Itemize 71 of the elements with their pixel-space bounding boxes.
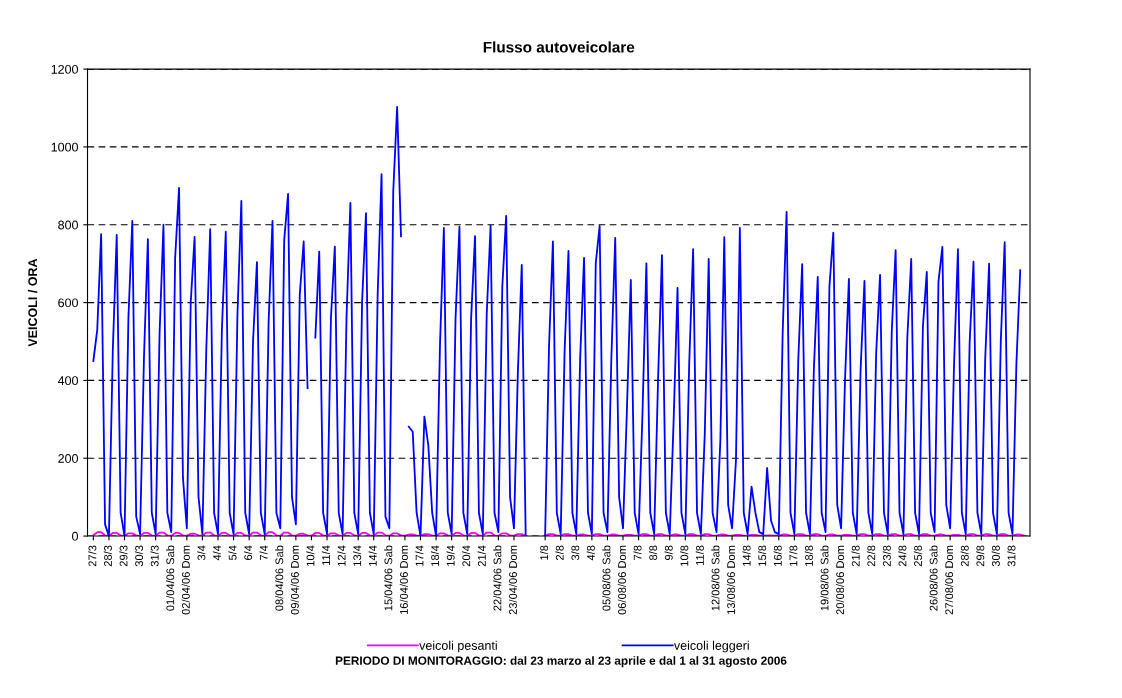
x-tick-label: 29/3 [119, 545, 128, 567]
x-tick-label: 17/8 [789, 545, 798, 566]
x-tick-label: 29/8 [976, 545, 985, 567]
x-tick-label: 9/8 [664, 545, 673, 561]
y-tick-label: 1000 [51, 142, 78, 152]
x-tick-label: 16/8 [773, 545, 782, 566]
y-axis-title: VEICOLI / ORA [27, 258, 38, 347]
x-tick-label: 20/08/06 Dom [835, 545, 845, 615]
x-tick-label: 17/4 [415, 545, 424, 566]
x-tick-label: 14/8 [742, 545, 751, 566]
x-tick-label: 10/4 [306, 545, 315, 566]
x-tick-label: 22/8 [867, 545, 876, 567]
x-tick-label: 5/4 [228, 545, 237, 561]
x-tick-label: 25/8 [913, 545, 922, 567]
y-tick-label: 200 [58, 454, 78, 463]
x-tick-label: 3/4 [197, 545, 206, 561]
x-tick-label: 31/3 [150, 545, 159, 567]
x-tick-label: 21/8 [851, 545, 860, 567]
x-tick-label: 05/08/06 Sab [602, 545, 611, 611]
x-tick-label: 21/4 [477, 545, 486, 567]
y-tick-label: 800 [58, 220, 78, 230]
x-tick-label: 1/8 [539, 545, 549, 560]
x-tick-label: 11/8 [695, 545, 704, 566]
x-tick-label: 27/08/06 Dom [944, 545, 954, 615]
x-tick-label: 30/8 [991, 545, 1000, 567]
x-tick-label: 13/08/06 Dom [726, 545, 736, 615]
x-tick-label: 7/4 [259, 545, 268, 560]
x-tick-label: 28/8 [960, 545, 969, 567]
x-tick-label: 18/4 [430, 545, 440, 566]
x-tick-label: 14/4 [368, 545, 377, 566]
x-tick-label: 31/8 [1007, 545, 1016, 567]
x-tick-label: 2/8 [555, 545, 564, 560]
x-tick-label: 02/04/06 Dom [181, 545, 190, 615]
x-tick-label: 13/4 [353, 545, 362, 566]
x-tick-label: 10/8 [680, 545, 689, 566]
x-tick-label: 15/8 [758, 545, 767, 566]
x-tick-label: 7/8 [633, 545, 642, 560]
x-tick-label: 23/8 [882, 545, 891, 567]
legend-label: veicoli pesanti [419, 640, 497, 653]
x-tick-label: 4/4 [212, 545, 221, 561]
y-tick-label: 600 [58, 298, 78, 308]
x-tick-label: 24/8 [898, 545, 907, 567]
x-tick-label: 11/4 [321, 545, 331, 566]
x-tick-label: 22/04/06 Sab [493, 545, 502, 611]
x-tick-label: 12/08/06 Sab [711, 545, 720, 611]
x-tick-label: 30/3 [134, 545, 144, 567]
x-tick-label: 18/8 [804, 545, 813, 566]
x-tick-label: 16/04/06 Dom [399, 545, 408, 615]
x-tick-label: 20/4 [462, 545, 471, 567]
y-tick-label: 1200 [51, 64, 78, 74]
x-tick-label: 01/04/06 Sab [166, 545, 175, 611]
x-tick-label: 06/08/06 Dom [617, 545, 626, 615]
x-tick-label: 26/08/06 Sab [929, 545, 938, 611]
text: PERIODO DI MONITORAGGIO: dal 23 marzo al 23 aprile e dal 1 al 31 agosto 2006 [335, 656, 787, 668]
x-tick-label: 27/3 [88, 545, 97, 567]
x-tick-label: 23/04/06 Dom [508, 545, 517, 615]
y-tick-label: 0 [72, 531, 78, 541]
x-tick-label: 09/04/06 Dom [290, 545, 299, 615]
legend-label: veicoli leggeri [673, 640, 749, 653]
x-tick-label: 15/04/06 Sab [384, 545, 393, 611]
x-tick-label: 19/08/06 Sab [820, 545, 829, 611]
x-tick-label: 8/8 [648, 545, 658, 561]
x-tick-label: 4/8 [586, 545, 595, 561]
x-tick-label: 6/4 [243, 545, 253, 560]
x-tick-label: 3/8 [571, 545, 580, 561]
x-tick-label: 19/4 [446, 545, 455, 566]
x-tick-label: 28/3 [103, 545, 112, 567]
x-tick-label: 08/04/06 Sab [275, 545, 284, 611]
y-tick-label: 400 [57, 376, 78, 386]
x-tick-label: 12/4 [337, 545, 346, 566]
chart-title: Flusso autoveicolare [483, 41, 635, 53]
